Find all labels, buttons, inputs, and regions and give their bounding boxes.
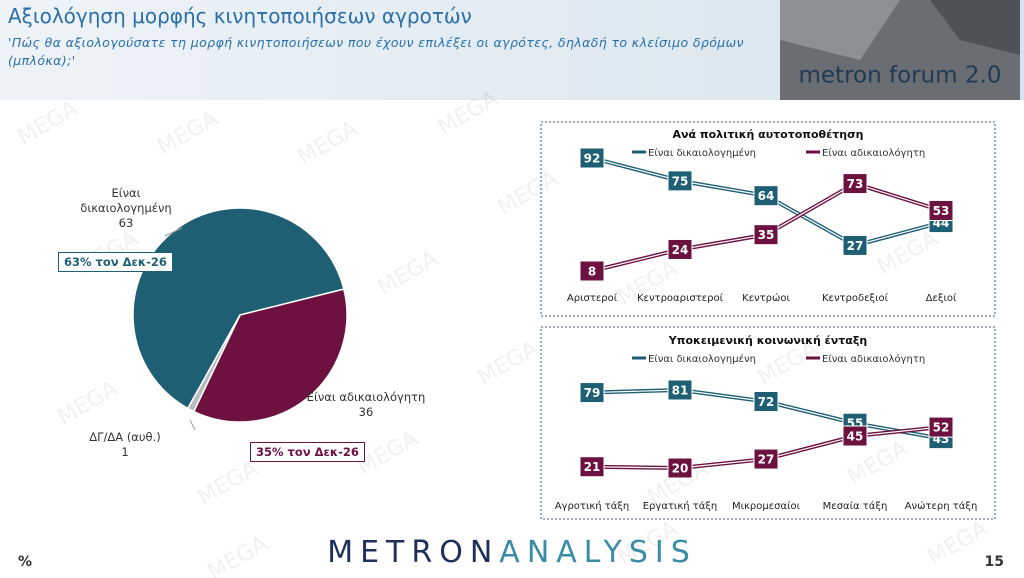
brand-part: ANALYSIS	[499, 535, 696, 570]
point-marker	[579, 382, 605, 404]
watermark: MEGA	[294, 116, 363, 170]
x-tick-label: Μικρομεσαίοι	[732, 500, 801, 512]
chart-frame	[540, 326, 996, 520]
value-label: 36	[358, 405, 374, 419]
value-label: 63	[118, 216, 134, 230]
value-label: 72	[758, 395, 775, 409]
subtitle: 'Πώς θα αξιολογούσατε τη μορφή κινητοποι…	[8, 35, 744, 68]
value-label: 1	[121, 445, 129, 459]
point-marker	[842, 173, 868, 195]
annotation: 35% τον Δεκ-26	[250, 442, 365, 462]
x-tick-label: Μεσαία τάξη	[823, 500, 888, 512]
point-marker	[667, 457, 693, 479]
legend-label: Είναι δικαιολογημένη	[648, 353, 756, 365]
leader-line	[189, 419, 196, 431]
point-marker	[579, 456, 605, 478]
watermark: MEGA	[374, 246, 443, 300]
brand: METRONANALYSIS	[327, 535, 697, 570]
point-marker	[667, 238, 693, 260]
point-marker	[753, 391, 779, 413]
x-tick-label: Αριστεροί	[567, 292, 618, 304]
chart-frame	[540, 121, 996, 317]
value-label: 92	[584, 152, 601, 166]
annotation: 63% τον Δεκ-26	[58, 252, 173, 272]
point-marker	[928, 416, 954, 438]
watermark: MEGA	[54, 376, 123, 430]
point-marker	[753, 448, 779, 470]
value-label: 79	[584, 386, 601, 400]
point-marker	[842, 425, 868, 447]
chart-title: Ανά πολιτική αυτοτοποθέτηση	[672, 128, 863, 141]
point-marker	[667, 379, 693, 401]
pie-slice	[186, 314, 241, 413]
value-label: 73	[847, 177, 864, 191]
watermark: MEGA	[154, 106, 223, 160]
value-label: 35	[758, 228, 775, 242]
value-label: 21	[584, 460, 601, 474]
watermark: MEGA	[204, 531, 273, 578]
point-marker	[579, 260, 605, 282]
logo-shape	[930, 0, 1020, 55]
pie-slice	[132, 207, 345, 410]
leader-line	[164, 227, 183, 237]
value-label: 24	[672, 243, 689, 257]
point-marker	[667, 170, 693, 192]
point-marker	[579, 147, 605, 169]
value-label: 75	[672, 174, 689, 188]
chart-title: Υποκειμενική κοινωνική ένταξη	[668, 334, 867, 347]
value-label: 20	[672, 462, 689, 476]
category-label: Είναι δικαιολογημένη	[80, 186, 172, 215]
legend-label: Είναι δικαιολογημένη	[648, 147, 756, 159]
title: Αξιολόγηση μορφής κινητοποιήσεων αγροτών	[8, 4, 472, 28]
legend-label: Είναι αδικαιολόγητη	[822, 147, 925, 159]
unit-label: %	[18, 554, 32, 570]
value-label: 45	[847, 430, 864, 444]
watermark: MEGA	[494, 166, 563, 220]
value-label: 81	[672, 384, 689, 398]
x-tick-label: Κεντροδεξιοί	[822, 292, 889, 304]
watermark: MEGA	[874, 226, 943, 280]
logo-shape	[780, 0, 900, 60]
brand-part: METRON	[327, 535, 499, 570]
watermark: MEGA	[474, 336, 543, 390]
pie-label: Είναι δικαιολογημένη 63	[66, 186, 186, 231]
x-tick-label: Ανώτερη τάξη	[905, 500, 978, 512]
value-label: 64	[758, 189, 775, 203]
point-marker	[753, 224, 779, 246]
category-label: Είναι αδικαιολόγητη	[306, 390, 426, 404]
watermark: MEGA	[924, 516, 993, 570]
value-label: 27	[847, 239, 864, 253]
page-number: 15	[985, 554, 1004, 570]
legend-label: Είναι αδικαιολόγητη	[822, 353, 925, 365]
watermark: MEGA	[14, 96, 83, 150]
point-marker	[753, 185, 779, 207]
pie-label: Είναι αδικαιολόγητη 36	[306, 390, 426, 420]
point-marker	[842, 234, 868, 256]
value-label: 8	[588, 265, 596, 279]
pie-label: ΔΓ/ΔΑ (αυθ.) 1	[70, 430, 180, 460]
value-label: 52	[933, 421, 950, 435]
x-tick-label: Αγροτική τάξη	[555, 500, 630, 512]
x-tick-label: Κεντρώοι	[742, 292, 790, 304]
category-label: ΔΓ/ΔΑ (αυθ.)	[89, 430, 161, 444]
pie-slice	[192, 288, 348, 423]
value-label: 53	[933, 204, 950, 218]
value-label: 27	[758, 453, 775, 467]
x-tick-label: Εργατική τάξη	[643, 500, 718, 512]
watermark: MEGA	[194, 456, 263, 510]
x-tick-label: Κεντροαριστεροί	[637, 292, 724, 304]
logo-text: metron forum 2.0	[799, 63, 1002, 89]
x-tick-label: Δεξιοί	[926, 292, 957, 304]
point-marker	[928, 199, 954, 221]
